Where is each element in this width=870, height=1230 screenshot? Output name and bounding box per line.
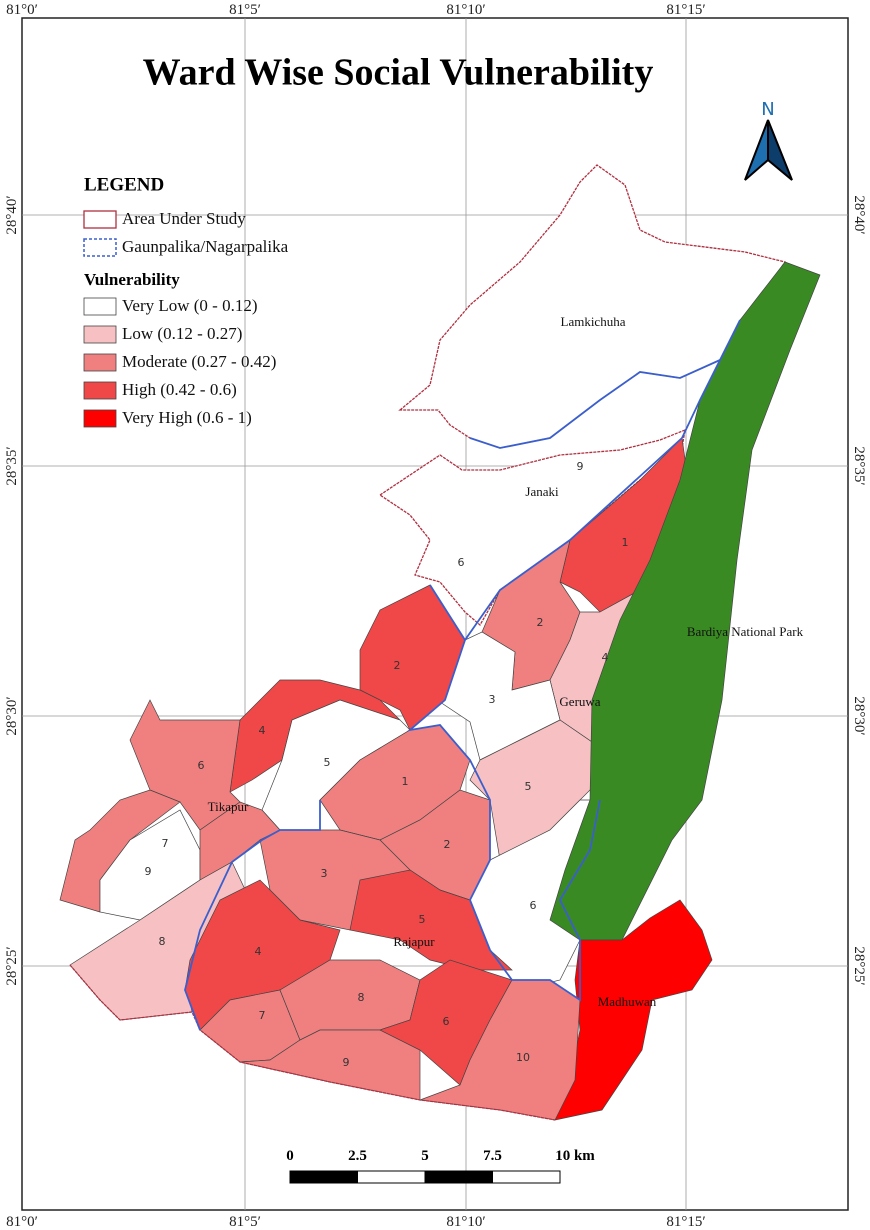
ward-label: 6 bbox=[458, 556, 465, 569]
municipal-boundary bbox=[184, 800, 321, 1031]
scale-label: 5 bbox=[421, 1148, 429, 1164]
graticule-label: 81°0′ bbox=[6, 2, 38, 18]
legend-swatch bbox=[83, 210, 117, 229]
graticule-label: 28°30′ bbox=[851, 696, 867, 735]
legend: LEGEND Area Under Study Gaunpalika/Nagar… bbox=[83, 174, 289, 428]
place-label: Tikapur bbox=[208, 799, 249, 814]
arrow-right bbox=[767, 119, 793, 181]
scale-segment bbox=[289, 1170, 358, 1184]
municipal-boundary bbox=[406, 584, 601, 1002]
ward-label: 2 bbox=[394, 659, 401, 672]
legend-title: LEGEND bbox=[84, 174, 164, 195]
legend-label: Moderate (0.27 - 0.42) bbox=[122, 352, 276, 371]
graticule-label: 81°15′ bbox=[666, 2, 705, 18]
legend-subtitle: Vulnerability bbox=[84, 270, 180, 289]
graticule-label: 28°35′ bbox=[4, 446, 20, 485]
north-label: N bbox=[761, 99, 774, 120]
ward-label: 10 bbox=[516, 1051, 530, 1064]
ward-label: 8 bbox=[358, 991, 365, 1004]
graticule-label: 81°15′ bbox=[666, 1214, 705, 1230]
ward-label: 6 bbox=[198, 759, 205, 772]
ward-label: 1 bbox=[622, 536, 629, 549]
ward-label: 6 bbox=[443, 1015, 450, 1028]
municipal-boundary bbox=[464, 319, 741, 641]
ward-label: 5 bbox=[324, 756, 331, 769]
legend-swatch bbox=[83, 409, 117, 428]
place-label: Madhuwan bbox=[598, 994, 657, 1009]
ward-label: 9 bbox=[145, 865, 152, 878]
ward-label: 4 bbox=[259, 724, 266, 737]
graticule-labels: 81°0′81°0′81°5′81°5′81°10′81°10′81°15′81… bbox=[4, 2, 867, 1230]
graticule-label: 81°5′ bbox=[229, 2, 261, 18]
graticule-label: 28°35′ bbox=[851, 446, 867, 485]
place-label: Bardiya National Park bbox=[687, 624, 804, 639]
graticule-label: 81°10′ bbox=[446, 1214, 485, 1230]
municipal-boundary bbox=[469, 359, 721, 449]
graticule-label: 28°30′ bbox=[4, 696, 20, 735]
north-arrow: N bbox=[744, 99, 793, 181]
place-label: Geruwa bbox=[559, 694, 600, 709]
ward-label: 2 bbox=[444, 838, 451, 851]
ward-label: 4 bbox=[602, 651, 609, 664]
ward-label: 5 bbox=[525, 780, 532, 793]
place-label: Lamkichuha bbox=[561, 314, 626, 329]
ward-label: 3 bbox=[489, 693, 496, 706]
place-label: Rajapur bbox=[393, 934, 435, 949]
scale-label: 7.5 bbox=[483, 1148, 502, 1164]
place-label: Janaki bbox=[525, 484, 559, 499]
legend-swatch bbox=[83, 325, 117, 344]
scale-label: 10 km bbox=[555, 1148, 595, 1164]
legend-label: Area Under Study bbox=[122, 209, 246, 228]
ward-label: 5 bbox=[419, 913, 426, 926]
ward-label: 2 bbox=[537, 616, 544, 629]
ward-label: 1 bbox=[402, 775, 409, 788]
graticule-label: 81°5′ bbox=[229, 1214, 261, 1230]
scale-segment bbox=[357, 1170, 426, 1184]
ward-label: 7 bbox=[259, 1009, 266, 1022]
wards bbox=[59, 164, 821, 1121]
ward-label: 3 bbox=[321, 867, 328, 880]
graticule-label: 28°25′ bbox=[851, 946, 867, 985]
legend-classes: Very Low (0 - 0.12) Low (0.12 - 0.27) Mode… bbox=[83, 296, 276, 428]
legend-swatch bbox=[83, 353, 117, 372]
legend-label: Gaunpalika/Nagarpalika bbox=[122, 237, 289, 256]
ward-labels: 9 6 1 2 4 3 5 6 2 4 5 6 7 9 8 1 2 3 5 4 7 8 6 9 10 bbox=[145, 460, 629, 1069]
ward-label: 4 bbox=[255, 945, 262, 958]
study-boundary bbox=[69, 964, 556, 1121]
place-labels: Lamkichuha Janaki Geruwa Tikapur Rajapur Madh… bbox=[208, 314, 804, 1009]
legend-label: High (0.42 - 0.6) bbox=[122, 380, 237, 399]
scale-label: 0 bbox=[286, 1148, 294, 1164]
legend-swatch bbox=[83, 238, 117, 257]
graticule-label: 81°0′ bbox=[6, 1214, 38, 1230]
ward-label: 9 bbox=[343, 1056, 350, 1069]
graticule-label: 28°40′ bbox=[4, 195, 20, 234]
scale-label: 2.5 bbox=[348, 1148, 367, 1164]
scale-segment bbox=[492, 1170, 561, 1184]
legend-swatch bbox=[83, 381, 117, 400]
graticule-label: 28°40′ bbox=[851, 195, 867, 234]
legend-label: Very High (0.6 - 1) bbox=[122, 408, 252, 427]
ward-label: 8 bbox=[159, 935, 166, 948]
legend-label: Low (0.12 - 0.27) bbox=[122, 324, 242, 343]
legend-swatch bbox=[83, 297, 117, 316]
scale-bar: 0 2.5 5 7.5 10 km bbox=[286, 1148, 595, 1184]
scale-segment bbox=[424, 1170, 493, 1184]
ward-label: 7 bbox=[162, 837, 169, 850]
graticule-label: 81°10′ bbox=[446, 2, 485, 18]
ward-label: 9 bbox=[577, 460, 584, 473]
graticule-label: 28°25′ bbox=[4, 946, 20, 985]
ward bbox=[349, 869, 513, 971]
legend-label: Very Low (0 - 0.12) bbox=[122, 296, 258, 315]
ward-label: 6 bbox=[530, 899, 537, 912]
map-title: Ward Wise Social Vulnerability bbox=[143, 52, 654, 94]
